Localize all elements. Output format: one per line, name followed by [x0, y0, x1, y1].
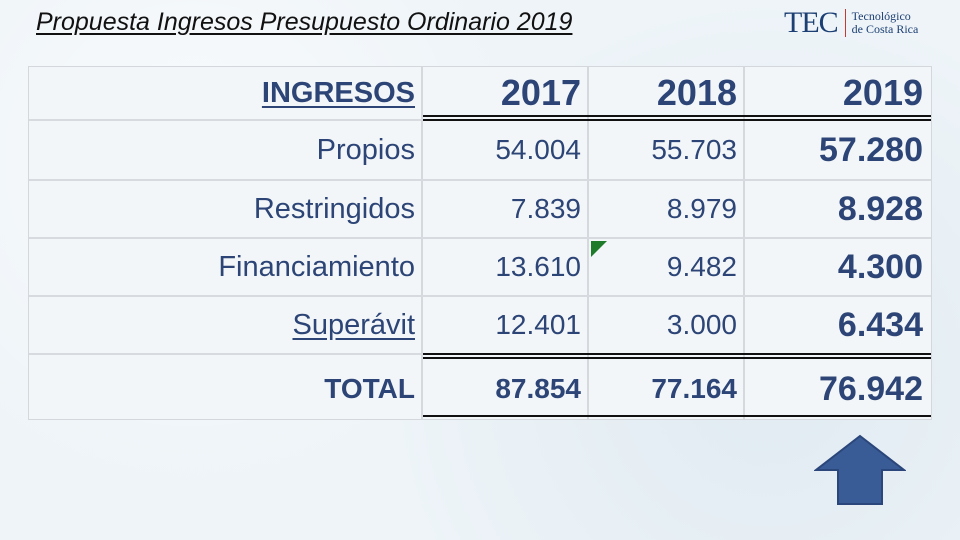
- value-2017: 54.004: [495, 134, 581, 165]
- table-row: Superávit 12.401 3.000 6.434: [29, 297, 931, 355]
- value-2017: 7.839: [510, 193, 581, 224]
- tec-logo: TEC Tecnológico de Costa Rica: [784, 6, 918, 40]
- table-row: Restringidos 7.839 8.979 8.928: [29, 181, 931, 239]
- header-2018: 2018: [656, 72, 737, 113]
- total-2017: 87.854: [495, 373, 581, 404]
- total-label: TOTAL: [324, 373, 415, 404]
- row-label: Restringidos: [253, 192, 415, 225]
- value-2017: 13.610: [495, 251, 581, 282]
- header-2017: 2017: [500, 72, 581, 113]
- table-row: Financiamiento 13.610 9.482 4.300: [29, 239, 931, 297]
- income-table: INGRESOS 2017 2018 2019 Propios 54.004 5…: [28, 66, 932, 420]
- value-2019: 57.280: [819, 130, 923, 169]
- column-divider: [743, 67, 745, 419]
- value-2017: 12.401: [495, 309, 581, 340]
- value-2019: 6.434: [837, 305, 923, 344]
- table-bottom-rule: [423, 415, 931, 417]
- value-2019: 4.300: [837, 247, 923, 286]
- logo-line-1: Tecnológico: [851, 9, 911, 23]
- column-divider: [587, 67, 589, 419]
- value-2018: 8.979: [666, 193, 737, 224]
- value-2018: 3.000: [666, 309, 737, 340]
- row-label: Financiamiento: [218, 250, 415, 283]
- up-arrow-icon[interactable]: [814, 434, 906, 506]
- cell-comment-flag-icon[interactable]: [591, 241, 607, 257]
- total-row: TOTAL 87.854 77.164 76.942: [29, 361, 931, 417]
- header-ingresos: INGRESOS: [261, 76, 415, 109]
- total-double-rule: [423, 353, 931, 359]
- logo-line-2: de Costa Rica: [851, 22, 919, 36]
- header-double-rule: [423, 115, 931, 121]
- table-header-row: INGRESOS 2017 2018 2019: [29, 67, 931, 121]
- logo-text: Tecnológico de Costa Rica: [852, 10, 919, 36]
- value-2018: 9.482: [666, 251, 737, 282]
- row-label: Propios: [316, 133, 415, 166]
- column-divider: [421, 67, 423, 419]
- logo-mark: TEC: [784, 6, 839, 39]
- value-2018: 55.703: [651, 134, 737, 165]
- slide-title: Propuesta Ingresos Presupuesto Ordinario…: [36, 8, 573, 36]
- total-2018: 77.164: [651, 373, 737, 404]
- total-2019: 76.942: [819, 369, 923, 408]
- table-row: Propios 54.004 55.703 57.280: [29, 121, 931, 181]
- value-2019: 8.928: [837, 189, 923, 228]
- logo-divider: [844, 9, 846, 37]
- header-2019: 2019: [842, 72, 923, 113]
- row-label: Superávit: [292, 308, 415, 341]
